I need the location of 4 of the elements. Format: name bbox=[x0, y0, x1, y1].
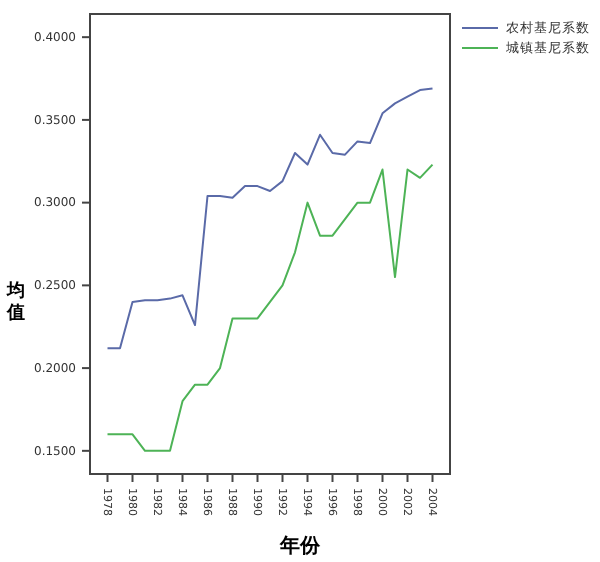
x-axis-title: 年份 bbox=[278, 534, 322, 558]
y-axis-title: 均值 bbox=[5, 280, 25, 324]
line-series bbox=[106, 87, 434, 350]
line-series bbox=[106, 163, 434, 452]
